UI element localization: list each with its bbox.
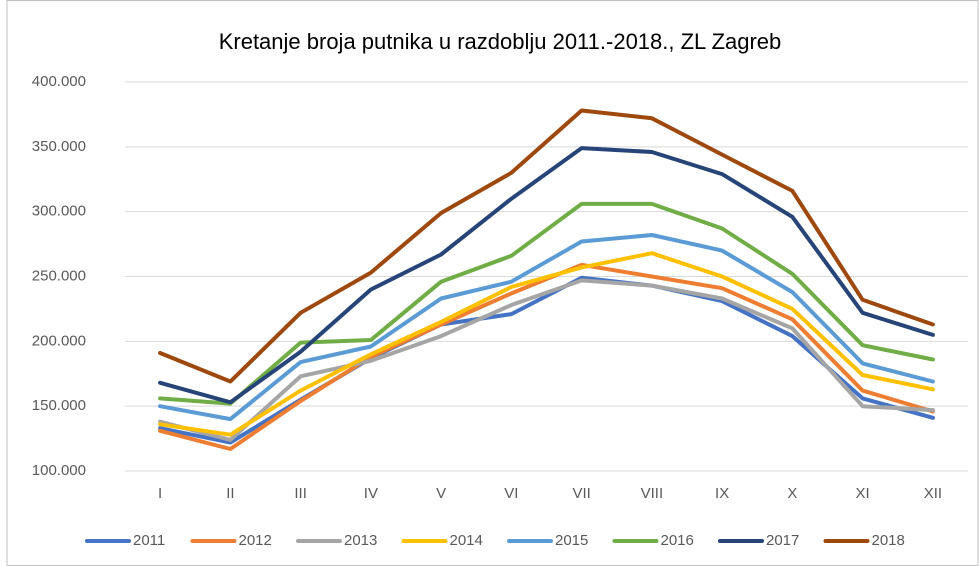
y-tick-label: 100.000 [32,462,86,479]
y-tick-label: 150.000 [32,397,86,414]
y-tick-label: 400.000 [32,73,86,90]
y-tick-label: 350.000 [32,138,86,155]
series-line [158,251,935,437]
x-tick-label: XII [924,485,942,502]
x-tick-label: VI [504,485,518,502]
y-tick-label: 300.000 [32,203,86,220]
legend-label: 2014 [450,532,483,549]
series-line [158,278,935,442]
legend-label: 2018 [872,532,905,549]
x-tick-label: VII [572,485,590,502]
y-tick-label: 250.000 [32,267,86,284]
legend-label: 2015 [555,532,588,549]
series-line [158,108,935,384]
y-tick-label: 200.000 [32,332,86,349]
chart-border [6,0,979,566]
legend-label: 2011 [133,532,165,549]
legend-label: 2017 [766,532,799,549]
x-tick-label: V [436,485,446,502]
x-tick-label: II [226,485,234,502]
chart-title: Kretanje broja putnika u razdoblju 2011.… [219,29,782,54]
x-tick-label: III [294,485,307,502]
legend-label: 2013 [344,532,377,549]
series-line [158,146,935,405]
x-tick-label: XI [856,485,870,502]
x-tick-label: X [787,485,797,502]
legend-label: 2016 [661,532,694,549]
x-tick-label: I [158,485,162,502]
x-tick-label: VIII [641,485,664,502]
series-line [158,201,935,406]
legend-label: 2012 [239,532,272,549]
series-line [158,233,935,422]
x-tick-label: IV [364,485,378,502]
x-tick-label: IX [715,485,729,502]
